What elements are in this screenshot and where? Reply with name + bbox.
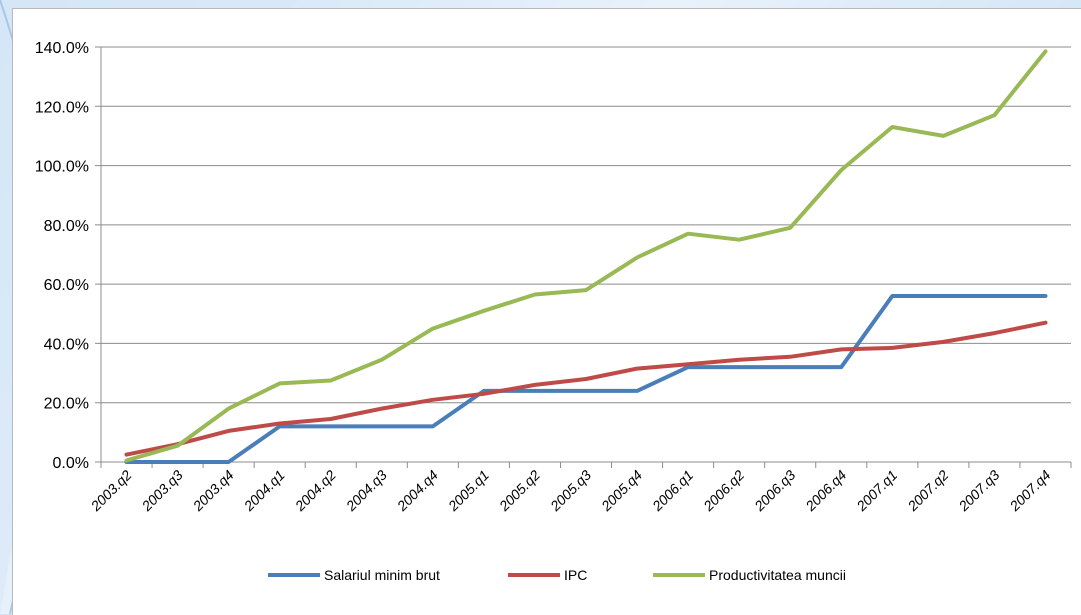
x-tick-label: 2003.q3 <box>138 467 186 515</box>
legend-label-ipc: IPC <box>564 567 587 583</box>
series-line-ipc <box>124 320 1048 457</box>
x-tick-label: 2007.q3 <box>955 467 1003 515</box>
y-tick-label: 140.0% <box>35 40 89 57</box>
x-tick-label: 2004.q2 <box>291 467 339 515</box>
y-tick-label: 60.0% <box>44 277 89 294</box>
x-tick-label: 2004.q4 <box>393 467 441 515</box>
x-tick-label: 2003.q4 <box>189 467 237 515</box>
legend-label-salariu: Salariul minim brut <box>324 567 440 583</box>
x-tick-label: 2007.q4 <box>1006 467 1054 515</box>
x-tick-label: 2004.q1 <box>240 467 288 515</box>
series-line-productivitate <box>124 49 1048 463</box>
series-line-salariu <box>124 294 1048 464</box>
x-tick-label: 2003.q2 <box>87 467 135 515</box>
chart-panel: 0.0% 20.0% 40.0% 60.0% 80.0% 100.0% 120.0% 140.… <box>12 8 1081 615</box>
y-tick-label: 120.0% <box>35 99 89 116</box>
x-tick-label: 2005.q2 <box>495 467 543 515</box>
y-tick-label: 80.0% <box>44 218 89 235</box>
y-tick-label: 0.0% <box>53 455 89 472</box>
x-tick-label: 2005.q3 <box>546 467 594 515</box>
x-tick-label: 2006.q1 <box>648 467 696 515</box>
legend-label-productivitate: Productivitatea muncii <box>709 567 846 583</box>
x-tick-label: 2007.q2 <box>904 467 952 515</box>
x-tick-label: 2005.q1 <box>444 467 492 515</box>
y-tick-label: 100.0% <box>35 159 89 176</box>
x-tick-label: 2004.q3 <box>342 467 390 515</box>
x-tick-label: 2006.q4 <box>802 467 850 515</box>
x-tick-label: 2007.q1 <box>853 467 901 515</box>
x-tick-label: 2006.q3 <box>751 467 799 515</box>
y-tick-label: 20.0% <box>44 396 89 413</box>
x-tick-label: 2006.q2 <box>699 467 747 515</box>
y-tick-label: 40.0% <box>44 336 89 353</box>
x-tick-label: 2005.q4 <box>597 467 645 515</box>
line-chart: 0.0% 20.0% 40.0% 60.0% 80.0% 100.0% 120.0% 140.… <box>35 40 1072 583</box>
